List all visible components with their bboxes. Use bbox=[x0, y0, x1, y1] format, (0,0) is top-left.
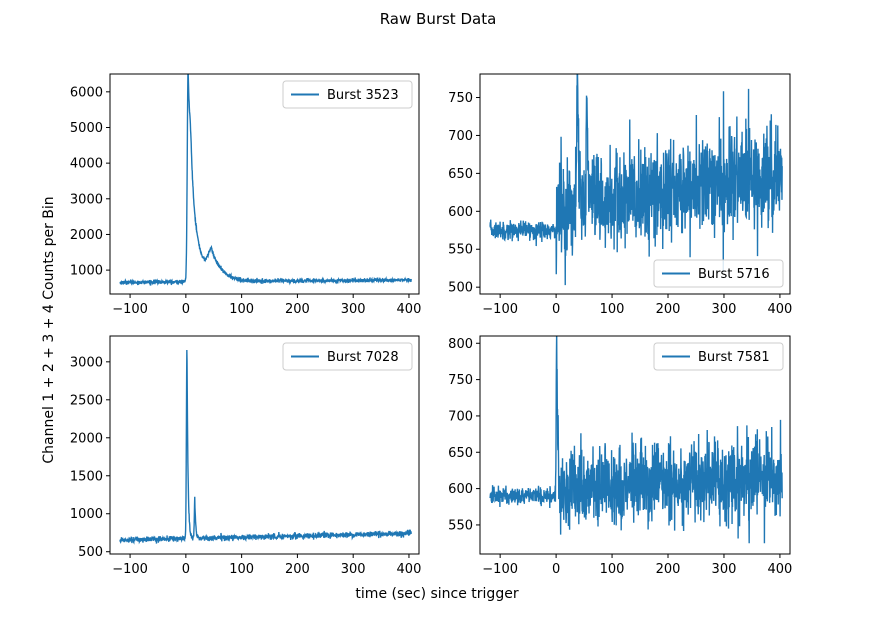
legend-box bbox=[282, 80, 413, 109]
legend: Burst 3523 bbox=[282, 80, 413, 109]
legend-label: Burst 5716 bbox=[698, 267, 770, 282]
x-tick-label: 400 bbox=[397, 302, 422, 317]
x-tick-label: −100 bbox=[112, 302, 148, 317]
y-tick-label: 5000 bbox=[70, 121, 103, 136]
x-tick-label: 100 bbox=[229, 302, 254, 317]
subplot-burst-5716: −100 0 100 200 300 400 500 550 600 650 700 750 Burst… bbox=[448, 73, 793, 317]
y-tick-label: 600 bbox=[448, 205, 473, 220]
x-tick-label: 0 bbox=[182, 302, 190, 317]
y-tick-label: 3000 bbox=[70, 355, 103, 370]
y-tick-label: 4000 bbox=[70, 157, 103, 172]
x-tick-label: 0 bbox=[182, 562, 190, 577]
x-tick-label: 100 bbox=[229, 562, 254, 577]
legend-box bbox=[282, 342, 413, 371]
y-tick-label: 2500 bbox=[70, 393, 103, 408]
y-tick-label: 500 bbox=[78, 545, 103, 560]
series-line bbox=[489, 336, 783, 544]
x-tick-label: 100 bbox=[600, 302, 625, 317]
y-tick-label: 750 bbox=[448, 91, 473, 106]
axes-frame bbox=[109, 335, 420, 555]
y-axis-label: Channel 1 + 2 + 3 + 4 Counts per Bin bbox=[41, 196, 57, 463]
y-tick-label: 6000 bbox=[70, 85, 103, 100]
x-tick-label: 0 bbox=[552, 302, 560, 317]
y-tick-label: 2000 bbox=[70, 228, 103, 243]
series-line bbox=[489, 74, 783, 286]
x-tick-label: 300 bbox=[712, 562, 737, 577]
x-tick-label: 400 bbox=[768, 562, 793, 577]
y-tick-label: 750 bbox=[448, 373, 473, 388]
figure-title: Raw Burst Data bbox=[380, 10, 497, 28]
axes-frame bbox=[109, 73, 420, 295]
legend-label: Burst 3523 bbox=[327, 88, 399, 103]
x-tick-label: 100 bbox=[600, 562, 625, 577]
x-tick-label: −100 bbox=[482, 562, 518, 577]
subplot-burst-7028: −100 0 100 200 300 400 500 1000 1500 2000 2500 3000… bbox=[70, 335, 422, 577]
x-tick-label: 0 bbox=[552, 562, 560, 577]
x-axis-label: time (sec) since trigger bbox=[355, 586, 518, 602]
x-tick-label: 400 bbox=[768, 302, 793, 317]
y-tick-label: 700 bbox=[448, 409, 473, 424]
legend: Burst 7581 bbox=[653, 342, 784, 371]
legend-box bbox=[653, 342, 784, 371]
x-tick-label: 200 bbox=[656, 302, 681, 317]
series-line bbox=[119, 74, 412, 287]
legend: Burst 7028 bbox=[282, 342, 413, 371]
x-tick-label: 200 bbox=[285, 302, 310, 317]
y-tick-label: 800 bbox=[448, 337, 473, 352]
axes-frame bbox=[479, 73, 791, 295]
subplot-burst-3523: −100 0 100 200 300 400 1000 2000 3000 4000 5000 600… bbox=[70, 73, 422, 317]
x-tick-label: 200 bbox=[656, 562, 681, 577]
y-tick-label: 500 bbox=[448, 281, 473, 296]
y-tick-label: 550 bbox=[448, 518, 473, 533]
y-tick-label: 700 bbox=[448, 129, 473, 144]
subplot-burst-7581: −100 0 100 200 300 400 550 600 650 700 750 800 Burst… bbox=[448, 335, 793, 577]
y-tick-label: 650 bbox=[448, 167, 473, 182]
y-tick-label: 3000 bbox=[70, 192, 103, 207]
legend: Burst 5716 bbox=[653, 259, 784, 288]
y-tick-label: 1000 bbox=[70, 507, 103, 522]
x-tick-label: −100 bbox=[482, 302, 518, 317]
y-tick-label: 2000 bbox=[70, 431, 103, 446]
x-tick-label: 200 bbox=[285, 562, 310, 577]
x-tick-label: 300 bbox=[341, 562, 366, 577]
y-tick-label: 1000 bbox=[70, 264, 103, 279]
y-tick-label: 600 bbox=[448, 482, 473, 497]
x-tick-label: −100 bbox=[112, 562, 148, 577]
x-tick-label: 400 bbox=[397, 562, 422, 577]
y-tick-label: 550 bbox=[448, 243, 473, 258]
legend-box bbox=[653, 259, 784, 288]
y-tick-label: 1500 bbox=[70, 469, 103, 484]
legend-label: Burst 7028 bbox=[327, 350, 399, 365]
x-tick-label: 300 bbox=[712, 302, 737, 317]
axes-frame bbox=[479, 335, 791, 555]
legend-label: Burst 7581 bbox=[698, 350, 770, 365]
series-line bbox=[119, 349, 412, 545]
y-tick-label: 650 bbox=[448, 446, 473, 461]
x-tick-label: 300 bbox=[341, 302, 366, 317]
